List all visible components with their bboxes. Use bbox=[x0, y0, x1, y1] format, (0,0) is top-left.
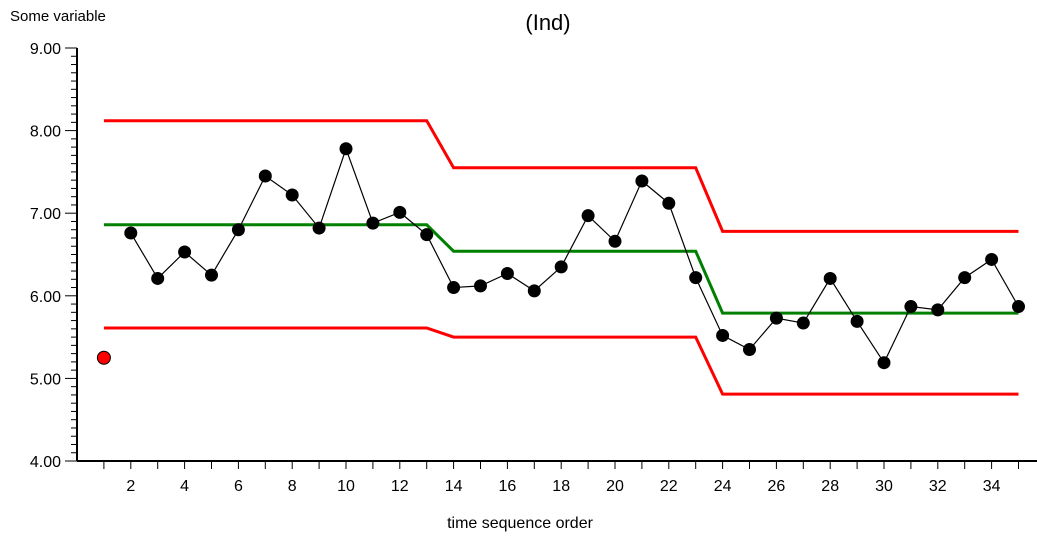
data-point bbox=[178, 245, 192, 259]
data-series-line bbox=[130, 146, 1020, 364]
x-tick-label: 10 bbox=[337, 478, 355, 495]
x-tick-label: 12 bbox=[391, 478, 409, 495]
y-tick-label: 9.00 bbox=[30, 41, 61, 58]
x-tick-label: 18 bbox=[552, 478, 570, 495]
data-point bbox=[420, 228, 434, 242]
data-point bbox=[366, 216, 380, 230]
data-point bbox=[205, 268, 218, 282]
data-point bbox=[769, 311, 783, 325]
data-point bbox=[447, 281, 461, 295]
data-point bbox=[931, 303, 945, 317]
lower-control-limit-line bbox=[103, 326, 1019, 396]
data-point bbox=[743, 342, 756, 356]
y-tick-label: 4.00 bbox=[30, 454, 61, 471]
data-point bbox=[151, 271, 165, 285]
data-point bbox=[474, 279, 487, 293]
data-point bbox=[500, 266, 514, 280]
data-point bbox=[635, 174, 649, 188]
data-point bbox=[581, 209, 595, 223]
chart-title: (Ind) bbox=[525, 10, 570, 35]
data-point bbox=[608, 234, 622, 248]
data-point bbox=[527, 284, 541, 298]
data-point bbox=[689, 271, 703, 285]
y-axis-label: Some variable bbox=[10, 8, 106, 25]
x-tick-label: 20 bbox=[606, 478, 624, 495]
data-point bbox=[796, 316, 810, 330]
x-tick-label: 4 bbox=[180, 478, 189, 495]
x-tick-label: 26 bbox=[768, 478, 786, 495]
data-point bbox=[958, 271, 972, 285]
y-tick-label: 6.00 bbox=[30, 289, 61, 306]
data-point bbox=[554, 260, 568, 274]
y-tick-label: 5.00 bbox=[30, 371, 61, 388]
x-tick-label: 14 bbox=[445, 478, 463, 495]
data-point bbox=[662, 196, 676, 210]
data-point bbox=[1012, 300, 1025, 314]
x-tick-label: 24 bbox=[714, 478, 732, 495]
y-tick-label: 8.00 bbox=[30, 124, 61, 141]
out-of-control-point bbox=[96, 350, 111, 365]
data-point bbox=[231, 223, 245, 237]
data-point bbox=[339, 142, 353, 156]
upper-control-limit-line bbox=[103, 119, 1019, 233]
x-tick-label: 6 bbox=[234, 478, 243, 495]
axes: 4.005.006.007.008.009.002 4 6 8 10 12 14 16 18 20… bbox=[30, 41, 1037, 495]
data-point bbox=[258, 169, 272, 183]
data-point bbox=[904, 300, 918, 314]
x-tick-label: 8 bbox=[288, 478, 297, 495]
data-point bbox=[823, 271, 837, 285]
x-tick-label: 22 bbox=[660, 478, 678, 495]
x-tick-label: 32 bbox=[929, 478, 947, 495]
x-tick-label: 30 bbox=[875, 478, 893, 495]
data-point bbox=[877, 356, 891, 370]
data-point bbox=[285, 188, 299, 202]
data-point bbox=[985, 252, 999, 266]
y-tick-label: 7.00 bbox=[30, 206, 61, 223]
data-point bbox=[393, 205, 407, 219]
data-points bbox=[96, 142, 1025, 370]
x-tick-label: 34 bbox=[983, 478, 1001, 495]
x-tick-label: 16 bbox=[499, 478, 517, 495]
x-tick-label: 28 bbox=[821, 478, 839, 495]
data-point bbox=[716, 328, 730, 342]
data-point bbox=[124, 226, 138, 240]
x-axis-label: time sequence order bbox=[447, 515, 594, 532]
data-point bbox=[850, 314, 864, 328]
data-point bbox=[312, 221, 326, 235]
x-tick-label: 2 bbox=[126, 478, 135, 495]
plot-lines bbox=[103, 119, 1020, 396]
